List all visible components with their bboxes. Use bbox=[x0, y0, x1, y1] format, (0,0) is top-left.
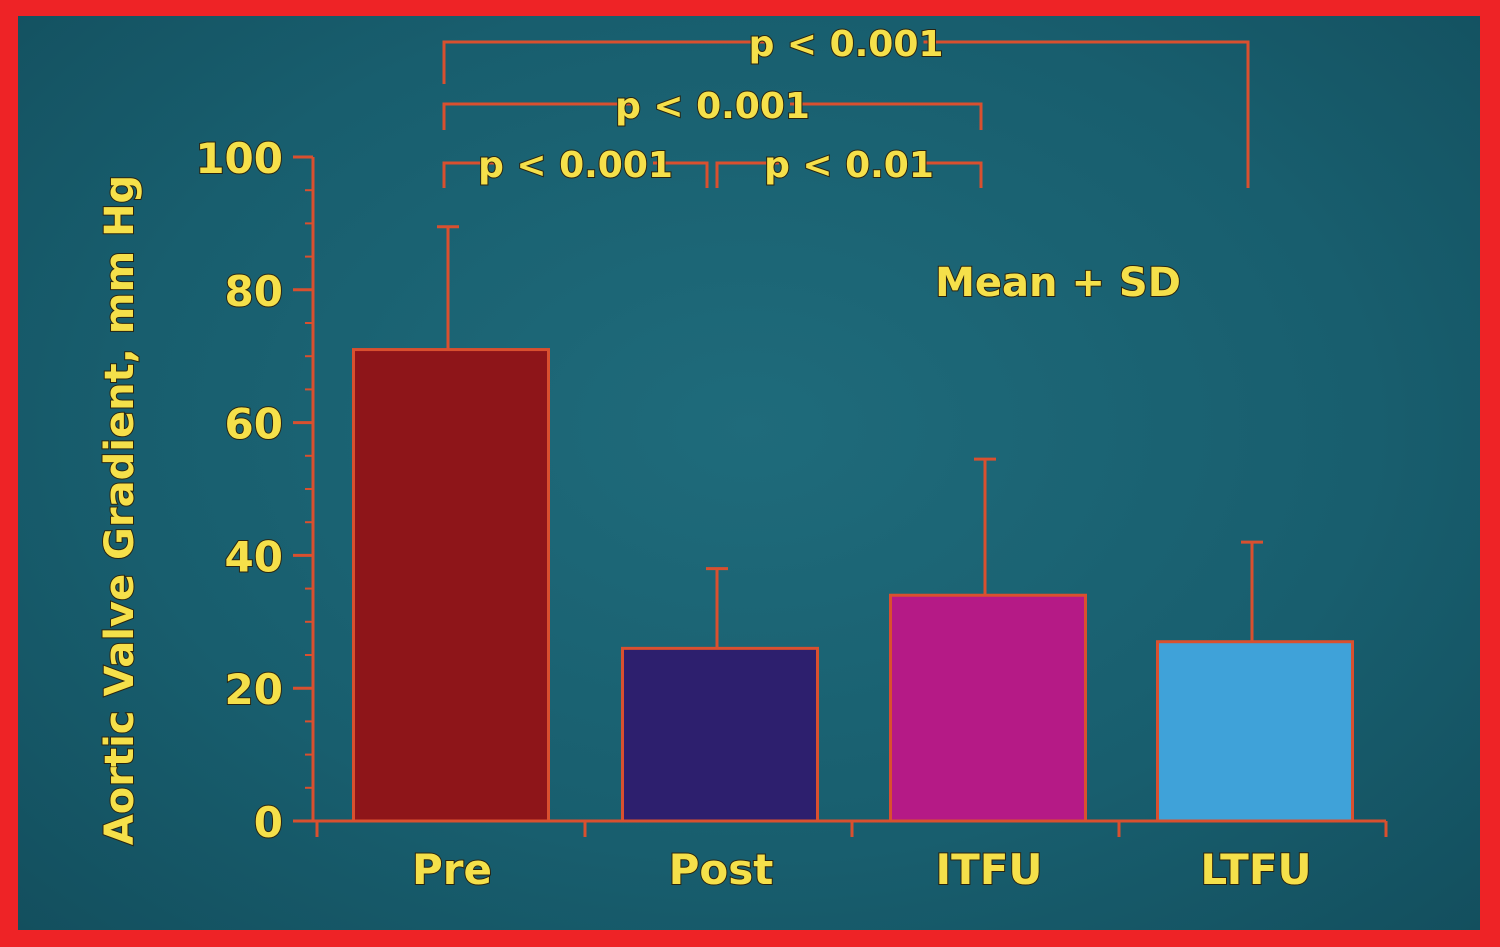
significance-bracket-left bbox=[442, 40, 769, 84]
significance-bracket-left bbox=[442, 102, 635, 130]
significance-bracket-left bbox=[442, 161, 498, 188]
bar-itfu bbox=[889, 593, 1087, 823]
y-tick-label: 40 bbox=[225, 532, 283, 581]
mean-sd-annotation: Mean + SD bbox=[935, 260, 1181, 306]
y-tick-label: 80 bbox=[225, 267, 283, 316]
bar-ltfu bbox=[1156, 640, 1354, 823]
axis-layer: 0 20 40 60 80 100 bbox=[194, 133, 1388, 848]
p-value-label: p < 0.001 bbox=[749, 24, 944, 65]
y-axis-label: Aortic Valve Gradient, mm Hg bbox=[97, 175, 143, 845]
p-value-label: p < 0.001 bbox=[478, 145, 673, 186]
y-tick-label: 60 bbox=[225, 400, 283, 449]
y-tick-label: 20 bbox=[225, 665, 283, 714]
bar-pre bbox=[352, 348, 550, 823]
bars-layer: Pre Post ITFU LTFU bbox=[352, 225, 1354, 895]
significance-bracket-right bbox=[919, 161, 983, 188]
p-value-label: p < 0.001 bbox=[615, 86, 810, 127]
brackets-layer: p < 0.001 p < 0.01 p < 0.001 p < 0.001 bbox=[442, 23, 1250, 188]
y-tick-label: 0 bbox=[254, 798, 283, 847]
p-value-label: p < 0.01 bbox=[764, 145, 934, 186]
significance-bracket-left bbox=[715, 161, 779, 188]
x-tick-label: LTFU bbox=[1200, 845, 1311, 894]
x-tick-label: ITFU bbox=[935, 845, 1042, 894]
x-tick-label: Pre bbox=[412, 845, 492, 894]
x-tick-label: Post bbox=[669, 845, 774, 894]
y-tick-label: 100 bbox=[195, 134, 283, 183]
significance-bracket-right bbox=[790, 102, 983, 130]
bar-post bbox=[621, 646, 819, 823]
significance-bracket-right bbox=[923, 40, 1250, 188]
significance-bracket-right bbox=[653, 161, 709, 188]
